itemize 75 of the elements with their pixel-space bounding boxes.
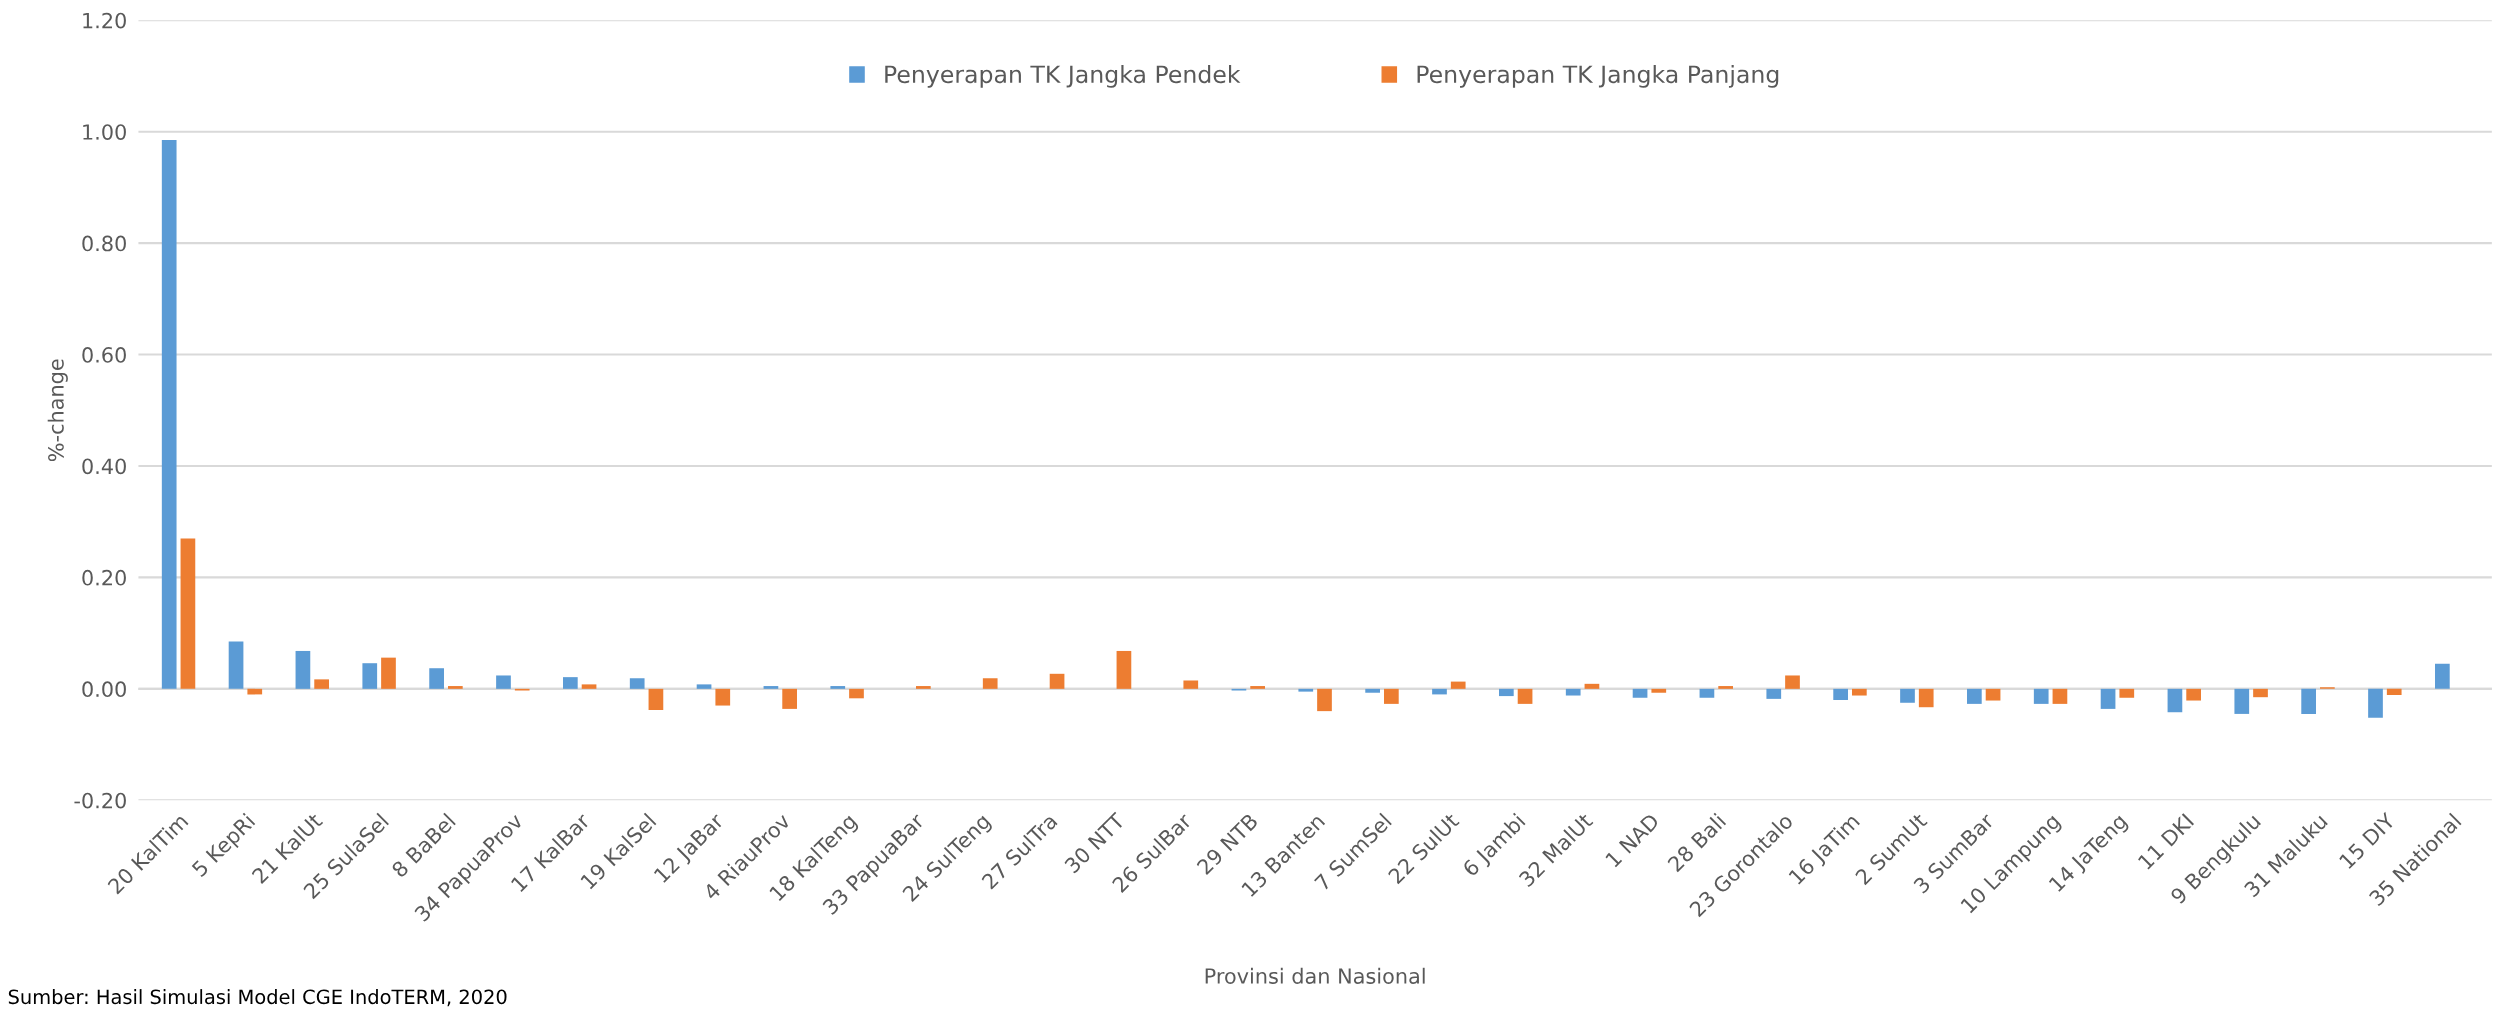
bar [581,684,597,689]
bar [2119,688,2135,698]
bar [763,686,779,689]
bar [2100,688,2116,709]
bar [1852,688,1867,696]
bar [1384,688,1399,704]
x-axis-title: Provinsi dan Nasional [1205,967,1425,984]
bar [1116,650,1132,689]
bar [2301,688,2316,714]
bar [782,688,797,709]
bar [648,688,664,711]
bar [1049,673,1065,689]
bar [161,140,177,689]
bar [1584,683,1600,689]
bar [715,688,731,706]
bar [2386,688,2402,695]
bar [2368,688,2383,718]
legend-label: Penyerapan TK Jangka Pendek [885,64,1241,88]
bar [1985,688,2001,701]
y-tick-label: 0.80 [82,235,126,252]
bar [496,675,511,689]
bar [629,678,645,689]
y-tick-label: 0.40 [82,458,126,475]
bar [2033,688,2049,704]
y-tick-label: 1.00 [83,124,126,140]
bar [849,688,864,699]
bar [228,641,244,689]
bar [2186,688,2201,701]
x-tick-label: 15 DIY [2338,811,2397,870]
y-tick-label: -0.20 [74,792,126,809]
bar [2052,688,2068,704]
bar [1317,688,1332,712]
bar [1900,688,1915,703]
bar [1298,688,1314,692]
bar [982,678,998,689]
bar [915,686,931,689]
bar [562,677,578,689]
bar [1183,680,1199,689]
bar [381,657,396,689]
bar [2253,688,2268,698]
bar [295,650,311,689]
bar [1718,686,1733,689]
bar [1699,688,1715,698]
bar [1250,686,1265,689]
bar [1651,688,1667,693]
bar [1450,681,1466,689]
bar [1632,688,1648,698]
bar [2167,688,2183,713]
bar [247,688,263,695]
legend-label: Penyerapan TK Jangka Panjang [1417,64,1779,88]
bar [1498,688,1514,697]
y-tick-label: 0.00 [82,681,126,698]
bar [1785,675,1800,689]
bar [1565,688,1581,696]
bar [180,538,196,689]
bar [1833,688,1848,700]
bar [696,684,712,689]
y-axis-title: %-change [47,359,68,462]
bar [1918,688,1934,708]
bar [2234,688,2250,714]
bar [2435,663,2450,689]
bar [1967,688,1982,704]
y-tick-label: 0.20 [82,569,126,586]
bar [362,663,378,689]
text: Sumber: Hasil Simulasi Model CGE IndoTERM, 2020 [8,989,507,1007]
bar [1365,688,1380,693]
y-tick-label: 1.20 [83,12,126,29]
bar [830,686,846,689]
bar [1432,688,1447,695]
bar [429,668,444,689]
bar [447,686,463,689]
bar [314,679,329,689]
bar [1766,688,1782,699]
bar [1517,688,1533,704]
y-tick-label: 0.60 [82,347,126,363]
